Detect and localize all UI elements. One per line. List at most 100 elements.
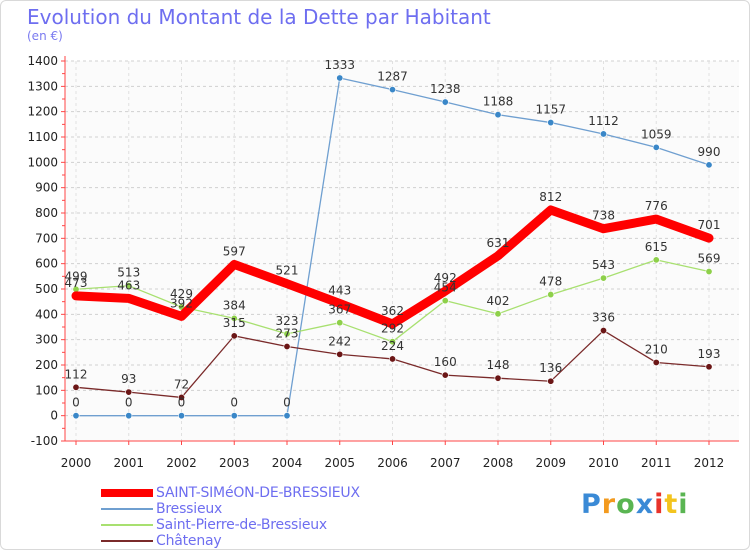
- proxiti-logo: Proxiti: [581, 489, 689, 520]
- data-point-1: [178, 412, 186, 420]
- data-label-3: 72: [174, 377, 189, 391]
- data-point-3: [283, 343, 291, 351]
- data-point-3: [336, 350, 344, 358]
- data-point-2: [494, 310, 502, 318]
- legend-label-saint-simeon: SAINT-SIMéON-DE-BRESSIEUX: [156, 485, 360, 501]
- data-point-1: [494, 111, 502, 119]
- y-tick-label: -100: [31, 434, 58, 448]
- x-tick-label: 2006: [377, 456, 408, 470]
- data-point-3: [125, 388, 133, 396]
- data-label-3: 273: [276, 327, 299, 341]
- data-label-1: 1333: [324, 58, 355, 72]
- chart-subtitle: (en €): [27, 29, 63, 43]
- x-tick-label: 2010: [588, 456, 619, 470]
- legend-swatch-saint-pierre: [101, 524, 153, 526]
- data-label-0: 362: [381, 304, 404, 318]
- data-label-0: 812: [539, 190, 562, 204]
- y-tick-label: 200: [35, 358, 58, 372]
- data-point-1: [599, 130, 607, 138]
- data-label-2: 292: [381, 322, 404, 336]
- data-label-0: 597: [223, 244, 246, 258]
- data-point-1: [230, 412, 238, 420]
- data-point-2: [388, 338, 396, 346]
- chart-title: Evolution du Montant de la Dette par Hab…: [27, 5, 491, 29]
- data-label-1: 1188: [483, 95, 514, 109]
- data-point-2: [441, 297, 449, 305]
- x-tick-label: 2000: [61, 456, 92, 470]
- data-label-3: 210: [645, 342, 668, 356]
- data-label-3: 224: [381, 339, 404, 353]
- data-label-1: 1287: [377, 70, 408, 84]
- logo-letter: P: [581, 489, 602, 520]
- y-tick-label: 300: [35, 333, 58, 347]
- data-label-3: 160: [434, 355, 457, 369]
- x-tick-label: 2003: [219, 456, 250, 470]
- data-label-3: 93: [121, 372, 136, 386]
- data-label-2: 569: [698, 252, 721, 266]
- data-labels: 0 0 0 0 0 1333 1287 1238 1188 1157 1112 1059 990 499 5…: [65, 58, 721, 410]
- data-point-1: [652, 143, 660, 151]
- data-label-2: 543: [592, 258, 615, 272]
- y-tick-label: 1200: [27, 105, 58, 119]
- legend-item-bressieux: Bressieux: [101, 501, 421, 517]
- legend-label-saint-pierre: Saint-Pierre-de-Bressieux: [156, 517, 327, 533]
- data-point-1: [441, 98, 449, 106]
- data-label-2: 615: [645, 240, 668, 254]
- data-point-3: [705, 363, 713, 371]
- logo-letter: t: [664, 489, 679, 520]
- data-point-1: [283, 412, 291, 420]
- data-label-2: 478: [539, 275, 562, 289]
- logo-letter: o: [616, 489, 636, 520]
- legend-item-saint-simeon: SAINT-SIMéON-DE-BRESSIEUX: [101, 485, 421, 501]
- data-label-1: 0: [230, 396, 238, 410]
- data-label-2: 384: [223, 298, 246, 312]
- data-label-2: 429: [170, 287, 193, 301]
- data-point-1: [336, 74, 344, 82]
- plot-area: [65, 61, 739, 441]
- data-label-0: 392: [170, 296, 193, 310]
- y-tick-label: 1300: [27, 79, 58, 93]
- x-tick-label: 2009: [535, 456, 566, 470]
- y-tick-label: 400: [35, 307, 58, 321]
- data-label-0: 473: [65, 276, 88, 290]
- x-tick-label: 2008: [483, 456, 514, 470]
- data-label-3: 336: [592, 311, 615, 325]
- grid: [65, 60, 739, 442]
- legend-label-bressieux: Bressieux: [156, 501, 223, 517]
- data-label-3: 136: [539, 361, 562, 375]
- data-point-1: [125, 412, 133, 420]
- data-label-1: 1112: [588, 114, 619, 128]
- data-label-1: 0: [125, 396, 133, 410]
- data-label-2: 513: [117, 266, 140, 280]
- data-label-3: 112: [65, 367, 88, 381]
- data-point-3: [178, 393, 186, 401]
- data-point-2: [336, 319, 344, 327]
- y-tick-label: 600: [35, 257, 58, 271]
- data-label-2: 323: [276, 314, 299, 328]
- data-point-2: [652, 256, 660, 264]
- data-point-1: [388, 86, 396, 94]
- data-label-1: 0: [178, 396, 186, 410]
- x-tick-label: 2004: [272, 456, 303, 470]
- data-label-0: 631: [487, 236, 510, 250]
- x-tick-label: 2012: [694, 456, 725, 470]
- x-tick-label: 2005: [324, 456, 355, 470]
- axes: -100010020030040050060070080090010001100…: [27, 54, 739, 470]
- data-label-3: 148: [487, 358, 510, 372]
- data-point-3: [441, 371, 449, 379]
- legend-swatch-saint-simeon: [101, 489, 153, 497]
- data-label-0: 776: [645, 199, 668, 213]
- data-label-1: 1157: [535, 103, 566, 117]
- logo-letter: x: [635, 489, 655, 520]
- data-label-0: 738: [592, 209, 615, 223]
- data-point-3: [230, 332, 238, 340]
- data-point-2: [599, 274, 607, 282]
- y-tick-label: 1000: [27, 155, 58, 169]
- data-point-3: [547, 377, 555, 385]
- y-tick-label: 1100: [27, 130, 58, 144]
- data-label-1: 990: [698, 145, 721, 159]
- x-tick-label: 2002: [166, 456, 197, 470]
- data-label-0: 701: [698, 218, 721, 232]
- logo-letter: r: [601, 489, 617, 520]
